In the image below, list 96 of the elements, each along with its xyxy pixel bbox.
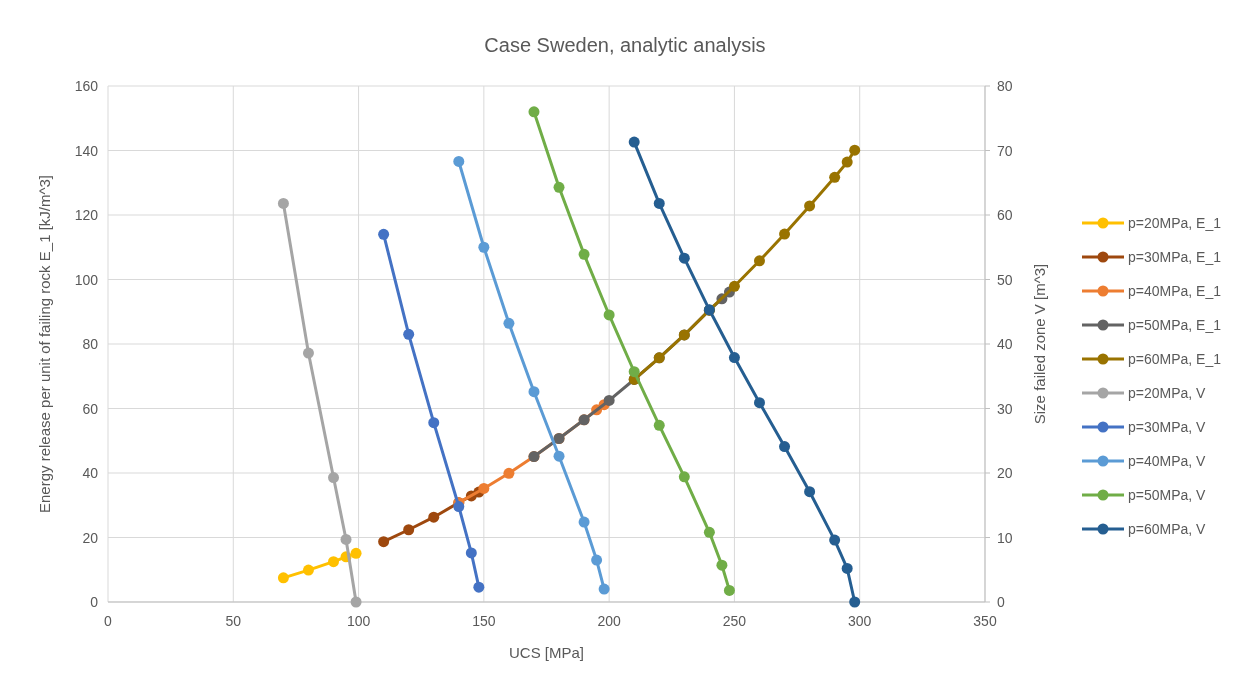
y2-tick-label: 40 xyxy=(997,336,1013,352)
y-tick-label: 20 xyxy=(82,529,99,546)
point xyxy=(628,366,640,378)
y-tick-label: 80 xyxy=(82,336,99,352)
y-axis-title: Energy release per unit of failing rock E_1 [kJ/m^3] xyxy=(36,174,53,514)
point xyxy=(453,155,465,167)
y2-axis-title: Size failed zone V [m^3] xyxy=(1031,263,1048,425)
point xyxy=(378,228,390,240)
x-tick-label: 50 xyxy=(225,613,242,629)
point xyxy=(841,562,853,574)
point xyxy=(753,255,765,267)
point xyxy=(849,596,861,608)
legend-label: p=60MPa, E_1 xyxy=(1128,351,1222,367)
point xyxy=(849,144,861,156)
point xyxy=(723,584,735,596)
point xyxy=(473,581,485,593)
legend-label: p=30MPa, E_1 xyxy=(1128,249,1222,265)
point xyxy=(528,386,540,398)
point xyxy=(678,471,690,483)
y-tick-label: 60 xyxy=(82,400,99,417)
point xyxy=(428,417,440,429)
x-axis-title: UCS [MPa] xyxy=(508,644,585,661)
y2-tick-label: 70 xyxy=(997,142,1013,159)
point xyxy=(628,136,640,148)
point xyxy=(779,441,791,453)
point xyxy=(829,534,841,546)
y2-tick-label: 20 xyxy=(997,465,1013,481)
point xyxy=(804,486,816,498)
point xyxy=(591,554,603,566)
point xyxy=(578,248,590,260)
point xyxy=(428,511,440,523)
point xyxy=(653,419,665,431)
legend-label: p=40MPa, V xyxy=(1128,453,1207,469)
point xyxy=(453,501,465,513)
point xyxy=(598,583,610,595)
legend-label: p=60MPa, V xyxy=(1128,521,1207,537)
point xyxy=(753,397,765,409)
legend-label: p=50MPa, E_1 xyxy=(1128,317,1222,333)
legend-label: p=20MPa, E_1 xyxy=(1128,215,1222,231)
y2-tick-label: 60 xyxy=(997,207,1013,223)
point xyxy=(403,524,415,536)
y2-tick-label: 30 xyxy=(997,400,1013,417)
point xyxy=(653,197,665,209)
point xyxy=(302,564,314,576)
y-tick-label: 140 xyxy=(74,142,99,159)
legend-label: p=50MPa, V xyxy=(1128,487,1207,503)
point xyxy=(716,559,728,571)
point xyxy=(841,156,853,168)
x-tick-label: 0 xyxy=(104,613,113,629)
x-tick-label: 250 xyxy=(722,613,747,629)
x-tick-label: 300 xyxy=(848,613,872,629)
point xyxy=(603,394,615,406)
point xyxy=(350,547,362,559)
point xyxy=(277,572,289,584)
x-tick-label: 100 xyxy=(346,613,371,629)
point xyxy=(578,516,590,528)
point xyxy=(804,200,816,212)
point xyxy=(302,347,314,359)
point xyxy=(728,352,740,364)
point xyxy=(378,536,390,548)
y-tick-label: 100 xyxy=(74,271,99,288)
point xyxy=(340,533,352,545)
y2-tick-label: 80 xyxy=(997,78,1013,94)
legend-label: p=30MPa, V xyxy=(1128,419,1207,435)
point xyxy=(478,482,490,494)
x-tick-label: 200 xyxy=(597,613,622,629)
point xyxy=(553,181,565,193)
y-tick-label: 0 xyxy=(90,594,99,610)
point xyxy=(703,526,715,538)
point xyxy=(277,197,289,209)
point xyxy=(678,252,690,264)
y-tick-label: 160 xyxy=(74,78,99,94)
point xyxy=(478,241,490,253)
point xyxy=(779,228,791,240)
y2-tick-label: 50 xyxy=(997,271,1013,288)
y-tick-label: 40 xyxy=(82,465,99,481)
point xyxy=(829,171,841,183)
chart-title: Case Sweden, analytic analysis xyxy=(484,34,766,56)
point xyxy=(728,280,740,292)
point xyxy=(503,467,515,479)
point xyxy=(553,450,565,462)
x-tick-label: 350 xyxy=(973,613,997,629)
legend-label: p=20MPa, V xyxy=(1128,385,1207,401)
y-tick-label: 120 xyxy=(74,207,99,223)
y2-tick-label: 10 xyxy=(997,529,1013,546)
y2-tick-label: 0 xyxy=(997,594,1005,610)
point xyxy=(603,309,615,321)
point xyxy=(328,472,340,484)
x-tick-label: 150 xyxy=(472,613,496,629)
point xyxy=(528,106,540,118)
legend-label: p=40MPa, E_1 xyxy=(1128,283,1222,299)
point xyxy=(503,317,515,329)
point xyxy=(350,596,362,608)
point xyxy=(328,556,340,568)
point xyxy=(403,328,415,340)
point xyxy=(465,547,477,559)
